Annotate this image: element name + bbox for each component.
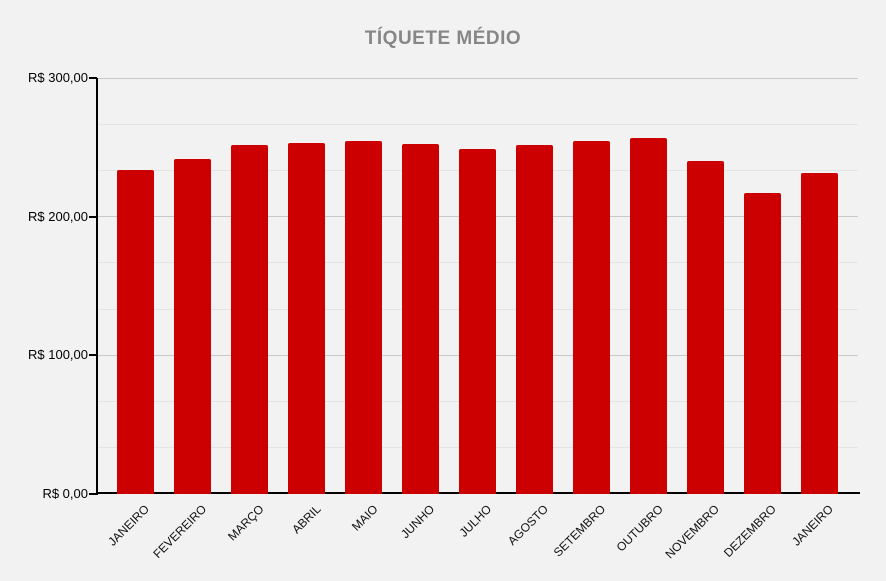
bar-agosto (516, 144, 553, 494)
x-label-slot: SETEMBRO (551, 494, 620, 581)
bar-slot-marco (221, 78, 278, 494)
y-axis-tick (89, 354, 97, 357)
x-axis-label: JANEIRO (105, 502, 153, 549)
y-axis-line (96, 78, 98, 495)
chart-title: TÍQUETE MÉDIO (364, 28, 522, 49)
y-axis-tick (89, 493, 97, 495)
x-axis-label: AGOSTO (505, 502, 552, 549)
x-label-slot: OUTUBRO (613, 494, 677, 581)
bar-junho (402, 144, 439, 494)
bar-slot-janeiro (791, 78, 848, 494)
minor-gridline (97, 123, 858, 125)
bar-slot-abril (278, 78, 335, 494)
x-label-slot: JANEIRO (105, 494, 164, 581)
bar-outubro (630, 138, 667, 494)
bar-janeiro (117, 169, 154, 494)
bar-slot-agosto (506, 78, 563, 494)
x-axis-label: OUTUBRO (613, 502, 666, 555)
bar-dezembro (744, 192, 781, 494)
x-axis-label: JANEIRO (789, 502, 837, 549)
y-axis-label: R$ 300,00 (28, 70, 88, 85)
x-axis-label: MAIO (348, 502, 381, 534)
y-axis-tick (89, 215, 97, 218)
y-axis-label: R$ 200,00 (28, 208, 88, 224)
bar-slot-junho (392, 78, 449, 494)
x-label-slot: MAIO (335, 494, 392, 581)
y-axis-label: R$ 100,00 (28, 347, 88, 363)
bar-setembro (573, 140, 610, 494)
bar-maio (345, 140, 382, 494)
x-axis-label: JUNHO (398, 502, 438, 542)
x-label-slot: MARÇO (221, 494, 278, 581)
y-axis-labels: R$ 300,00 R$ 200,00 R$ 100,00 R$ 0,00 (0, 70, 88, 501)
x-label-slot: DEZEMBRO (721, 494, 791, 581)
major-gridline (97, 77, 858, 79)
x-label-slot: NOVEMBRO (663, 494, 734, 581)
bar-marco (231, 144, 268, 494)
x-axis-label: MARÇO (224, 502, 267, 544)
x-label-slot: ABRIL (278, 494, 335, 581)
y-axis-tick (89, 77, 97, 79)
bar-slot-outubro (620, 78, 677, 494)
bar-slot-maio (335, 78, 392, 494)
bars (97, 78, 860, 494)
bar-novembro (687, 161, 724, 494)
bar-julho (459, 149, 496, 494)
bar-slot-julho (449, 78, 506, 494)
x-axis-labels: JANEIRO FEVEREIRO MARÇO ABRIL MAIO JUNHO JULHO… (105, 494, 848, 581)
bar-janeiro (801, 173, 838, 494)
y-axis-label: R$ 0,00 (42, 486, 88, 501)
bar-slot-setembro (563, 78, 620, 494)
bar-slot-novembro (677, 78, 734, 494)
bar-abril (288, 143, 325, 494)
x-label-slot: JANEIRO (789, 494, 848, 581)
bar-slot-janeiro (107, 78, 164, 494)
bar-slot-dezembro (734, 78, 791, 494)
x-label-slot: JULHO (449, 494, 506, 581)
x-axis-label: JULHO (456, 502, 495, 540)
x-label-slot: FEVEREIRO (150, 494, 221, 581)
bar-fevereiro (174, 159, 211, 494)
x-axis-label: ABRIL (288, 502, 324, 537)
bar-slot-fevereiro (164, 78, 221, 494)
x-label-slot: JUNHO (392, 494, 449, 581)
x-label-slot: AGOSTO (505, 494, 563, 581)
